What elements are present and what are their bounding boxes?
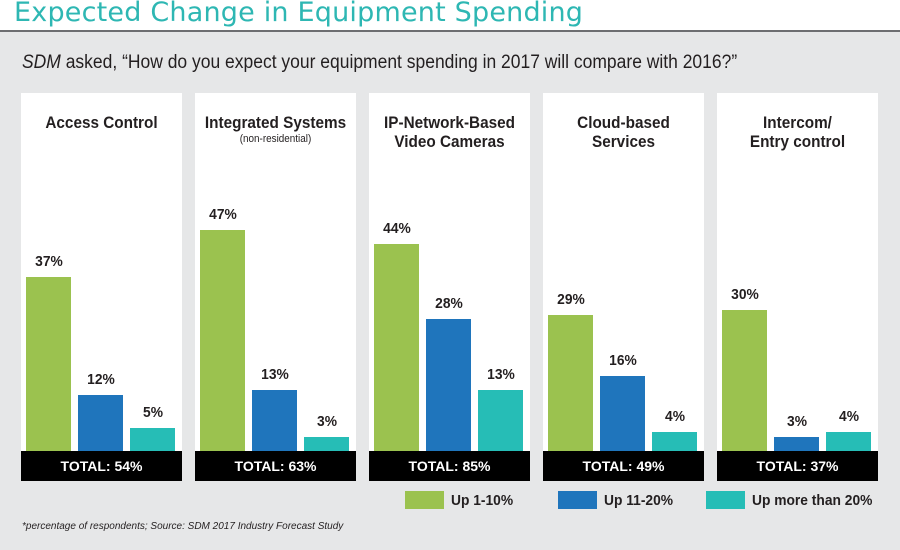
bar-up-more-than-20 bbox=[130, 427, 175, 451]
bar-label-up-1-10: 29% bbox=[556, 290, 585, 308]
panel-2: Integrated Systems (non-residential) 47% 13… bbox=[195, 93, 356, 481]
bar-label-up-more-than-20: 5% bbox=[142, 403, 163, 421]
bar-up-more-than-20 bbox=[652, 432, 697, 451]
legend-label-up-11-20: Up 11-20% bbox=[604, 492, 674, 509]
legend: Up 1-10% Up 11-20% Up more than 20% bbox=[0, 491, 900, 511]
bar-label-up-more-than-20: 13% bbox=[486, 365, 515, 383]
legend-label-up-more-than-20: Up more than 20% bbox=[752, 492, 873, 509]
header-rule bbox=[0, 30, 900, 32]
chart-title: Expected Change in Equipment Spending bbox=[14, 0, 584, 28]
bar-label-up-11-20: 12% bbox=[86, 370, 115, 388]
panel-title: IP-Network-Based Video Cameras bbox=[377, 113, 522, 151]
legend-swatch-up-1-10 bbox=[405, 491, 444, 509]
bar-up-1-10 bbox=[26, 277, 71, 451]
bar-label-up-more-than-20: 3% bbox=[316, 412, 337, 430]
bar-label-up-more-than-20: 4% bbox=[838, 408, 859, 426]
total-bar: TOTAL: 63% bbox=[195, 451, 356, 481]
bar-up-11-20 bbox=[600, 375, 645, 451]
panel-title: Cloud-based Services bbox=[551, 113, 696, 151]
bar-label-up-11-20: 28% bbox=[434, 295, 463, 313]
legend-swatch-up-11-20 bbox=[558, 491, 597, 509]
panel-title-line2: Video Cameras bbox=[394, 132, 505, 151]
bar-up-more-than-20 bbox=[304, 436, 349, 451]
panel-3: IP-Network-Based Video Cameras 44% 28% 13% TO… bbox=[369, 93, 530, 481]
bar-up-more-than-20 bbox=[826, 432, 871, 451]
bar-label-up-11-20: 3% bbox=[786, 412, 807, 430]
bar-up-1-10 bbox=[722, 310, 767, 451]
panel-subtitle: (non-residential) bbox=[239, 133, 312, 145]
bar-up-11-20 bbox=[252, 389, 297, 451]
legend-swatch-up-more-than-20 bbox=[706, 491, 745, 509]
bar-label-up-1-10: 44% bbox=[382, 220, 411, 238]
panel-title-line1: Intercom/ bbox=[763, 113, 832, 132]
total-bar: TOTAL: 85% bbox=[369, 451, 530, 481]
question-text: asked, “How do you expect your equipment… bbox=[60, 52, 738, 73]
bar-label-up-more-than-20: 4% bbox=[664, 408, 685, 426]
bar-label-up-1-10: 37% bbox=[34, 253, 63, 271]
header-bar: Expected Change in Equipment Spending bbox=[0, 0, 900, 30]
panel-title-line1: Integrated Systems bbox=[204, 113, 347, 132]
bar-up-11-20 bbox=[78, 394, 123, 451]
bar-label-up-11-20: 16% bbox=[608, 351, 637, 369]
bar-up-1-10 bbox=[374, 244, 419, 451]
bar-up-1-10 bbox=[548, 314, 593, 451]
panel-title-line2: Services bbox=[592, 132, 655, 151]
total-bar: TOTAL: 37% bbox=[717, 451, 878, 481]
panel-title-line2: Entry control bbox=[749, 132, 846, 151]
footnote: *percentage of respondents; Source: SDM … bbox=[22, 521, 344, 532]
panel-title-line1: Access Control bbox=[45, 113, 158, 132]
bar-up-1-10 bbox=[200, 230, 245, 451]
panel-title-line1: Cloud-based bbox=[577, 113, 670, 132]
panel-4: Cloud-based Services 29% 16% 4% TOTAL: 49% bbox=[543, 93, 704, 481]
panel-title: Intercom/Entry control bbox=[725, 113, 870, 151]
total-bar: TOTAL: 54% bbox=[21, 451, 182, 481]
panel-5: Intercom/Entry control 30% 3% 4% TOTAL: 37% bbox=[717, 93, 878, 481]
legend-label-up-1-10: Up 1-10% bbox=[451, 492, 514, 509]
bar-label-up-1-10: 47% bbox=[208, 206, 237, 224]
question-prefix: SDM bbox=[22, 52, 61, 73]
panel-title: Access Control bbox=[29, 113, 174, 132]
bar-up-11-20 bbox=[774, 436, 819, 451]
total-bar: TOTAL: 49% bbox=[543, 451, 704, 481]
bar-label-up-1-10: 30% bbox=[730, 286, 759, 303]
bar-label-up-11-20: 13% bbox=[260, 365, 289, 383]
survey-question: SDM asked, “How do you expect your equip… bbox=[22, 52, 737, 74]
panel-title-line1: IP-Network-Based bbox=[384, 113, 515, 132]
bar-up-more-than-20 bbox=[478, 389, 523, 451]
bar-up-11-20 bbox=[426, 319, 471, 451]
panel-title: Integrated Systems (non-residential) bbox=[203, 113, 348, 146]
panel-1: Access Control 37% 12% 5% TOTAL: 54% bbox=[21, 93, 182, 481]
